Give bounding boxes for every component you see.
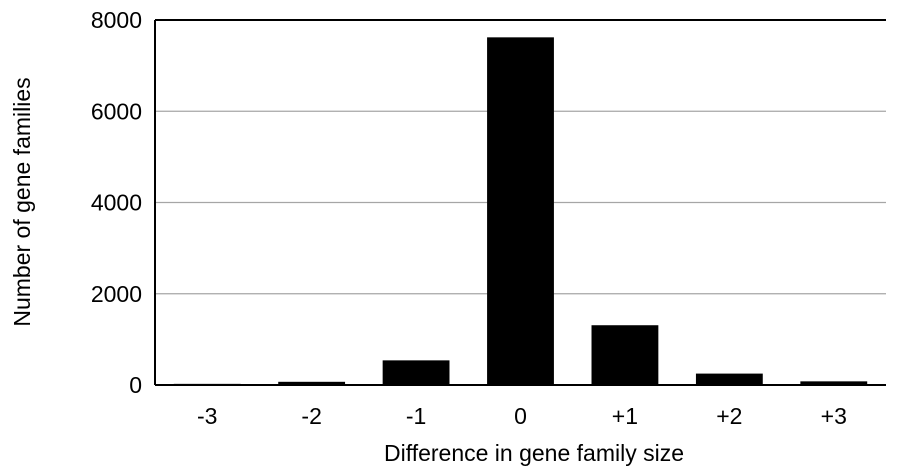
x-tick-label: 0 <box>514 403 527 429</box>
x-tick-label: -1 <box>406 403 426 429</box>
y-axis-title: Number of gene families <box>9 77 35 326</box>
bar <box>278 381 346 385</box>
x-tick-label: -2 <box>301 403 321 429</box>
bar <box>487 37 554 386</box>
bar <box>591 325 659 385</box>
x-tick-label: +3 <box>821 403 847 429</box>
bars <box>173 37 868 386</box>
x-tick-labels: -3 -2 -1 0 +1 +2 +3 <box>197 403 847 429</box>
bar <box>382 360 450 385</box>
y-tick-label: 0 <box>129 372 142 398</box>
x-tick-label: +2 <box>716 403 742 429</box>
x-axis-title: Difference in gene family size <box>384 440 684 466</box>
axes <box>154 19 886 386</box>
bar <box>800 381 868 385</box>
y-tick-labels: 0 2000 4000 6000 8000 <box>91 7 142 398</box>
y-tick-label: 8000 <box>91 7 142 33</box>
y-tick-label: 4000 <box>91 190 142 216</box>
bar <box>695 373 763 385</box>
x-tick-label: -3 <box>197 403 217 429</box>
x-tick-label: +1 <box>612 403 638 429</box>
y-tick-label: 6000 <box>91 98 142 124</box>
y-tick-label: 2000 <box>91 281 142 307</box>
